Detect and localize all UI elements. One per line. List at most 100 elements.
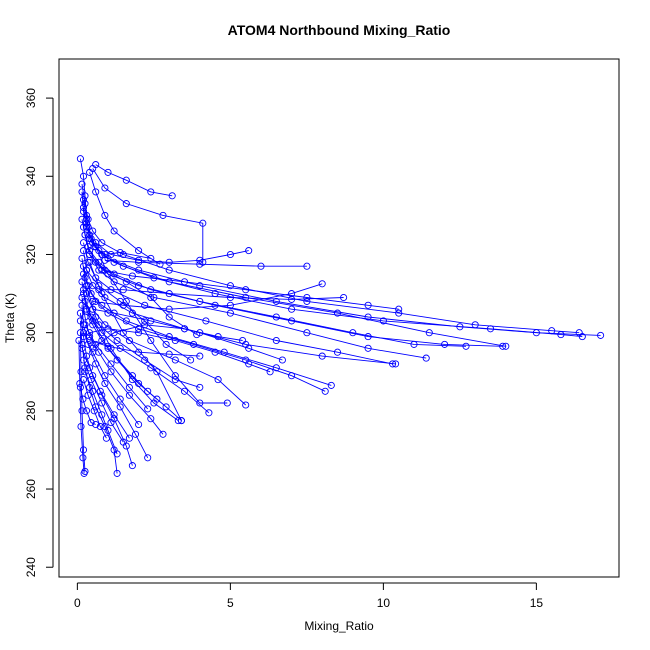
data-point: [272, 336, 280, 345]
data-point: [82, 282, 91, 290]
data-point: [196, 256, 204, 264]
data-point: [82, 307, 91, 315]
data-point: [119, 286, 127, 294]
data-point: [135, 348, 143, 356]
data-point: [77, 368, 85, 376]
data-point: [87, 419, 95, 427]
data-point: [597, 331, 605, 339]
data-point: [92, 188, 100, 196]
x-axis: 0 5 10 15: [74, 582, 544, 610]
data-point: [101, 211, 109, 219]
data-point: [211, 348, 219, 356]
data-point: [578, 333, 586, 341]
data-point: [141, 301, 149, 309]
x-tick-label: 15: [530, 596, 544, 610]
data-point: [96, 422, 104, 431]
data-point: [82, 219, 91, 227]
data-point: [82, 407, 91, 415]
data-point: [135, 329, 143, 337]
data-point: [171, 372, 179, 380]
data-point: [180, 278, 189, 286]
series-27: [92, 239, 253, 266]
data-point: [128, 376, 136, 384]
series-line: [83, 207, 506, 347]
data-point: [364, 344, 372, 352]
series-line: [78, 340, 85, 474]
data-point: [153, 368, 161, 376]
x-tick-label: 5: [227, 596, 234, 610]
series-line: [89, 254, 197, 335]
series-line: [83, 379, 107, 439]
chart-title: ATOM4 Northbound Mixing_Ratio: [228, 22, 451, 38]
data-point: [104, 344, 112, 352]
data-point: [107, 250, 115, 259]
data-point: [147, 188, 155, 196]
data-point: [125, 434, 133, 442]
data-point: [76, 309, 84, 317]
data-point: [462, 342, 470, 350]
data-point: [79, 196, 88, 204]
series-39: [89, 321, 247, 352]
data-point: [122, 200, 130, 208]
data-point: [187, 356, 195, 364]
y-tick-label: 240: [24, 557, 38, 577]
data-point: [223, 399, 231, 407]
data-point: [196, 383, 204, 391]
data-point: [128, 272, 136, 280]
data-point: [113, 336, 121, 345]
data-point: [303, 297, 311, 305]
series-line: [92, 168, 204, 263]
series-line: [95, 242, 249, 263]
data-point: [98, 250, 106, 259]
data-point: [165, 350, 173, 358]
data-point: [79, 204, 88, 212]
data-point: [441, 340, 449, 348]
data-point: [84, 391, 92, 399]
data-point: [79, 356, 88, 364]
data-point: [98, 411, 106, 419]
series-line: [89, 328, 271, 373]
data-point: [122, 176, 130, 184]
series-4: [79, 204, 510, 350]
data-point: [349, 329, 357, 337]
data-point: [245, 247, 253, 255]
data-point: [379, 317, 387, 325]
data-point: [131, 430, 140, 438]
data-point: [81, 321, 89, 329]
data-point: [135, 420, 143, 429]
data-point: [303, 293, 311, 302]
data-point: [89, 387, 97, 395]
data-point: [499, 342, 507, 350]
data-point: [272, 297, 280, 305]
data-point: [159, 430, 167, 438]
data-point: [147, 293, 155, 302]
series-line: [81, 219, 503, 347]
data-point: [165, 266, 173, 274]
data-point: [78, 407, 86, 415]
data-point: [340, 293, 348, 302]
data-point: [78, 215, 86, 223]
series-line: [79, 320, 118, 474]
y-tick-label: 360: [24, 88, 38, 108]
data-point: [82, 215, 91, 223]
series-43: [98, 266, 403, 313]
data-point: [82, 266, 91, 274]
data-point: [226, 301, 234, 309]
data-point: [135, 247, 143, 255]
data-point: [79, 395, 87, 403]
data-point: [162, 403, 170, 411]
series-line: [81, 258, 332, 386]
series-line: [83, 332, 139, 425]
data-point: [196, 399, 204, 407]
data-point: [174, 417, 182, 425]
data-point: [119, 438, 127, 446]
data-point: [392, 360, 400, 368]
data-point: [89, 297, 97, 305]
data-point: [104, 426, 112, 434]
y-tick-label: 280: [24, 401, 38, 421]
series-line: [81, 348, 130, 439]
series-38: [76, 383, 100, 429]
data-point: [327, 381, 335, 389]
data-point: [76, 155, 84, 163]
